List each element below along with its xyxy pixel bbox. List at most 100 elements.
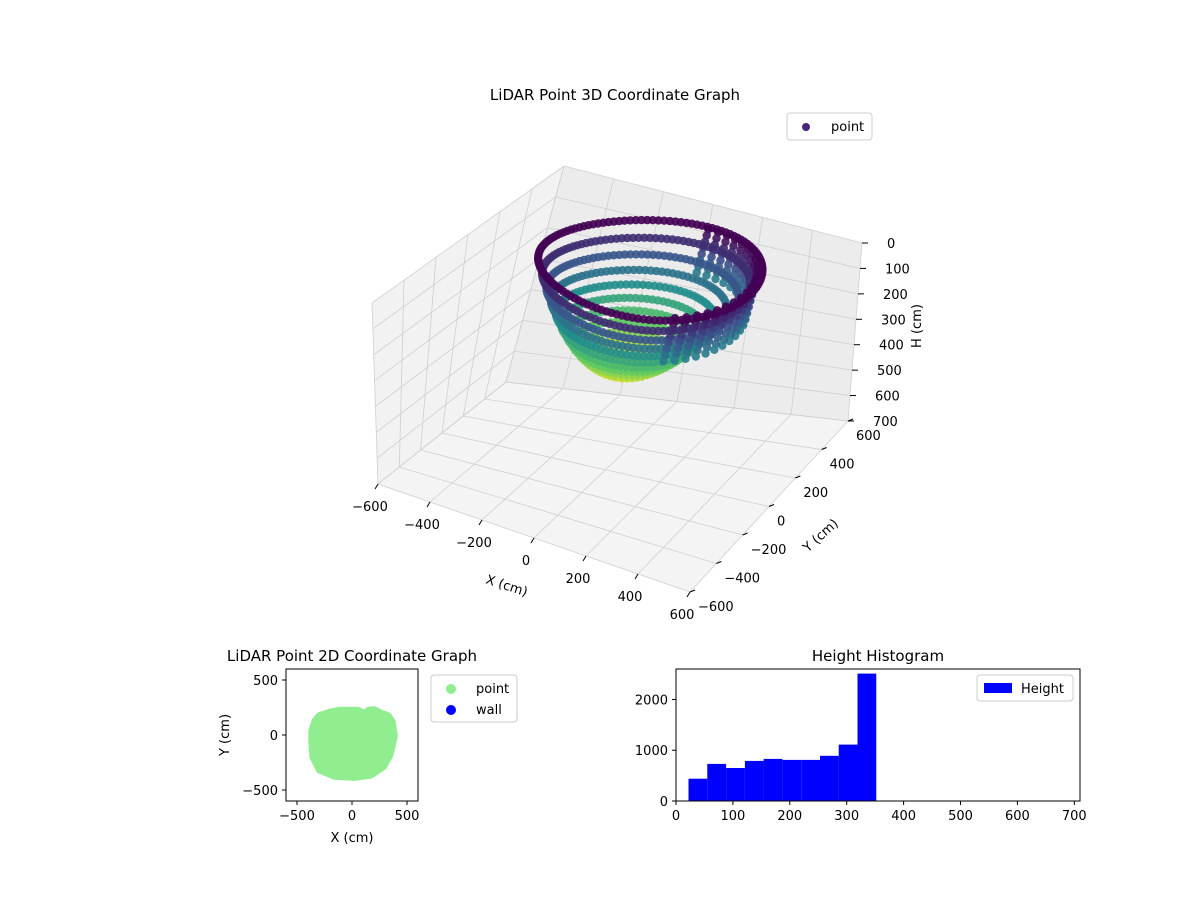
y-tick-label-2d: 500 xyxy=(253,674,278,689)
grid-line-side-y xyxy=(398,280,405,468)
legend-3d-label: point xyxy=(831,120,864,135)
point-3d xyxy=(545,286,554,295)
x-tick-3d xyxy=(426,501,431,508)
legend-2d: point wall xyxy=(430,674,518,723)
histogram-y-tick-label: 1000 xyxy=(635,744,668,759)
point-3d xyxy=(670,356,679,365)
z-tick-label-3d: 400 xyxy=(879,339,904,354)
y-tick-label-3d: 0 xyxy=(777,515,785,530)
histogram-x-tick-label: 500 xyxy=(948,809,973,824)
pane-floor xyxy=(378,382,848,592)
grid-line-side-y xyxy=(420,257,437,451)
grid-line-back-z xyxy=(505,381,849,422)
histogram-bar xyxy=(801,759,820,801)
chart-histogram: Height Histogram 0 100 200 300 400 500 600 7000… xyxy=(635,647,1087,824)
histogram-bar xyxy=(782,759,802,801)
legend-2d-wall-label: wall xyxy=(476,703,502,718)
x-tick-label-3d: 400 xyxy=(618,590,643,605)
point-3d xyxy=(691,352,700,361)
x-axis-label-3d: X (cm) xyxy=(484,573,530,601)
y-tick-3d xyxy=(821,447,827,450)
z-tick-label-3d: 600 xyxy=(875,390,900,405)
histogram-x-tick-label: 400 xyxy=(891,809,916,824)
point-2d-cloud xyxy=(308,706,398,781)
x-tick-label-2d: 500 xyxy=(395,809,420,824)
y-tick-3d xyxy=(768,504,775,507)
chart-2d-title: LiDAR Point 2D Coordinate Graph xyxy=(227,647,477,665)
histogram-bar xyxy=(820,755,839,801)
z-tick-label-3d: 200 xyxy=(883,288,908,303)
grid-line-side-y xyxy=(371,302,379,485)
pane-back-left xyxy=(372,166,564,484)
point-3d xyxy=(702,271,711,280)
y-axis-label-3d: Y (cm) xyxy=(800,516,842,556)
legend-3d: point xyxy=(786,112,873,141)
histogram-x-tick-label: 200 xyxy=(777,809,802,824)
grid-line-side-z xyxy=(372,196,556,330)
chart-3d: LiDAR Point 3D Coordinate Graph −600 −400… xyxy=(352,86,925,623)
grid-line-floor-y xyxy=(484,398,822,450)
grid-line-side-z xyxy=(376,319,523,433)
grid-line-side-y xyxy=(462,211,501,417)
y-axis-label-2d: Y (cm) xyxy=(218,714,233,757)
point-3d xyxy=(701,349,710,358)
y-tick-label-3d: 600 xyxy=(856,429,881,444)
z-tick-label-3d: 100 xyxy=(885,262,910,277)
x-tick-3d xyxy=(374,483,379,490)
histogram-x-tick-label: 300 xyxy=(834,809,859,824)
y-tick-3d xyxy=(742,532,748,536)
point-3d xyxy=(681,354,690,363)
histogram-bars xyxy=(688,673,877,801)
legend-2d-point-marker xyxy=(446,684,456,694)
histogram-bar xyxy=(744,760,764,801)
histogram-x-tick-label: 600 xyxy=(1005,809,1030,824)
y-tick-label-3d: 200 xyxy=(803,486,828,501)
x-tick-label-3d: 600 xyxy=(670,608,695,623)
y-tick-label-3d: −600 xyxy=(698,600,734,615)
histogram-title: Height Histogram xyxy=(812,647,944,665)
histogram-x-tick-label: 100 xyxy=(720,809,745,824)
ticks-2d: −500−500 0 0 500 500 xyxy=(242,674,419,824)
legend-histogram: Height xyxy=(976,674,1074,702)
point-3d xyxy=(710,345,719,354)
histogram-y-tick-label: 0 xyxy=(660,795,668,810)
grid-line-side-y xyxy=(441,234,469,434)
z-tick-label-3d: 300 xyxy=(881,313,906,328)
legend-histogram-swatch xyxy=(984,683,1012,693)
axes-3d: −600−400−2000200400600−600−400−200020040… xyxy=(352,237,910,623)
x-tick-3d xyxy=(686,591,691,598)
grid-line-side-z xyxy=(375,289,532,407)
point-3d xyxy=(711,274,720,284)
legend-2d-point-label: point xyxy=(476,682,509,697)
histogram-bar xyxy=(726,768,745,801)
legend-histogram-frame xyxy=(976,674,1074,702)
grid-line-back-z xyxy=(539,258,857,320)
z-axis-label-3d: H (cm) xyxy=(910,304,925,348)
grid-line-back-z xyxy=(514,350,851,396)
histogram-y-tick-label: 2000 xyxy=(635,693,668,708)
grid-line-side-z xyxy=(376,350,515,459)
x-tick-3d xyxy=(530,537,535,544)
histogram-bar xyxy=(688,778,708,801)
y-tick-label-2d: 0 xyxy=(270,729,278,744)
point-3d xyxy=(542,272,551,282)
legend-2d-wall-marker xyxy=(446,705,456,715)
x-tick-label-2d: −500 xyxy=(279,809,315,824)
grid-3d xyxy=(371,165,863,593)
grid-line-back-z xyxy=(563,165,863,244)
x-tick-label-3d: −400 xyxy=(404,518,440,533)
y-tick-3d xyxy=(716,561,722,564)
x-tick-3d xyxy=(478,519,483,526)
chart-2d: LiDAR Point 2D Coordinate Graph −500−500… xyxy=(218,647,518,846)
grid-line-side-y xyxy=(505,165,565,383)
legend-3d-marker xyxy=(802,123,810,131)
grid-line-side-y xyxy=(484,188,533,400)
grid-line-back-x xyxy=(790,230,813,415)
x-tick-label-3d: 0 xyxy=(522,554,530,569)
legend-histogram-label: Height xyxy=(1021,682,1064,697)
y-tick-label-3d: 400 xyxy=(830,458,855,473)
chart-3d-title: LiDAR Point 3D Coordinate Graph xyxy=(490,86,740,104)
histogram-bar xyxy=(857,673,877,801)
point-3d xyxy=(659,357,668,366)
